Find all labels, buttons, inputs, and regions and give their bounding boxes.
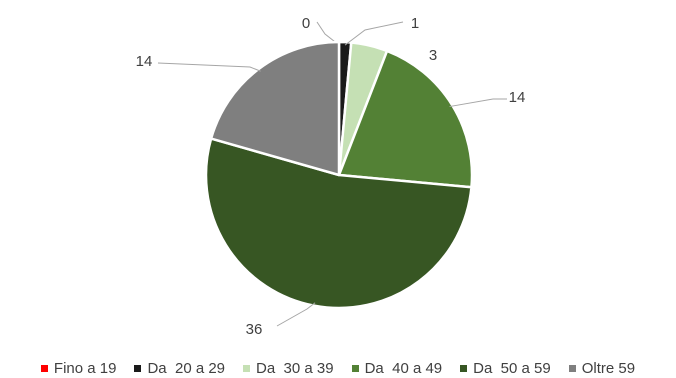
leader-line-da-20-a-29 bbox=[344, 21, 404, 46]
pie-chart: 0 13 14 36 14 bbox=[136, 15, 526, 338]
legend-label-da-20-a-29: Da 20 a 29 bbox=[147, 359, 226, 377]
legend-label-da-40-a-49: Da 40 a 49 bbox=[364, 359, 443, 377]
legend-item-fino-a-19: Fino a 19 bbox=[40, 359, 117, 377]
leader-line-da-50-a-59 bbox=[276, 302, 316, 327]
legend-item-da-40-a-49: Da 40 a 49 bbox=[351, 359, 443, 377]
pie-slice-da-40-a-49 bbox=[337, 49, 474, 189]
pie-slice-da-50-a-59 bbox=[204, 137, 473, 310]
data-label-da-50-a-59: 36 bbox=[246, 321, 263, 338]
legend-label-oltre-59: Oltre 59 bbox=[581, 359, 636, 377]
legend-label-fino-a-19: Fino a 19 bbox=[53, 359, 117, 377]
leader-line-oltre-59 bbox=[157, 62, 261, 72]
data-label-da-40-a-49: 14 bbox=[509, 89, 526, 106]
legend-swatch-da-50-a-59 bbox=[460, 364, 468, 372]
data-label-da-20-a-29: 1 bbox=[411, 15, 419, 32]
legend-swatch-da-40-a-49 bbox=[351, 364, 359, 372]
legend-item-da-50-a-59: Da 50 a 59 bbox=[460, 360, 551, 377]
legend: Fino a 19 Da 20 a 29 Da 30 a 39 Da 40 a 49 D… bbox=[0, 358, 676, 378]
pie-slice-oltre-59 bbox=[209, 40, 341, 177]
legend-swatch-oltre-59 bbox=[568, 364, 576, 372]
legend-item-da-30-a-39: Da 30 a 39 bbox=[243, 360, 334, 377]
leader-line-da-40-a-49 bbox=[449, 98, 507, 108]
legend-label-da-50-a-59: Da 50 a 59 bbox=[473, 359, 551, 377]
legend-swatch-da-20-a-29 bbox=[134, 364, 142, 372]
data-label-da-30-a-39: 3 bbox=[429, 47, 437, 64]
legend-item-da-20-a-29: Da 20 a 29 bbox=[134, 360, 225, 377]
data-label-oltre-59: 14 bbox=[136, 53, 153, 70]
legend-swatch-da-30-a-39 bbox=[243, 364, 251, 372]
data-label-fino-a-19: 0 bbox=[302, 15, 310, 32]
legend-swatch-fino-a-19 bbox=[40, 364, 48, 372]
legend-item-oltre-59: Oltre 59 bbox=[568, 359, 636, 377]
legend-label-da-30-a-39: Da 30 a 39 bbox=[256, 359, 334, 377]
